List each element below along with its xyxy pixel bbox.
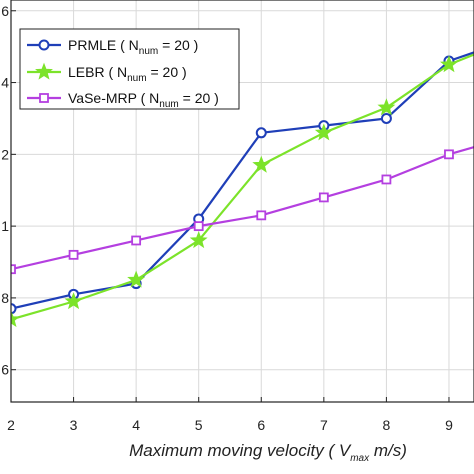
data-point — [68, 249, 79, 260]
legend: PRMLE ( Nnum = 20 )LEBR ( Nnum = 20 )VaS… — [19, 28, 240, 110]
y-tick-label: 1.2 — [0, 146, 9, 162]
data-point — [189, 231, 208, 249]
x-tick-label: 2 — [7, 417, 15, 433]
y-tick-label: .8 — [0, 290, 9, 306]
legend-label-sub: num — [127, 73, 146, 84]
x-tick-label: 5 — [195, 417, 203, 433]
data-point — [256, 210, 267, 221]
legend-entry: VaSe-MRP ( Nnum = 20 ) — [27, 90, 219, 110]
axis-ticks: 2 3 4 5 6 7 8 9 .6 .8 1 1.2 1.4 1.6 — [0, 3, 453, 433]
series-star — [11, 53, 474, 328]
legend-marker — [39, 93, 49, 103]
data-point — [381, 174, 392, 185]
legend-label-suffix: = 20 ) — [179, 90, 219, 106]
legend-entry: PRMLE ( Nnum = 20 ) — [27, 37, 198, 57]
x-tick-label: 4 — [132, 417, 140, 433]
legend-label-suffix: = 20 ) — [158, 37, 198, 53]
data-point — [11, 303, 17, 315]
y-tick-label: .6 — [0, 362, 9, 378]
legend-label-sub: num — [159, 99, 178, 110]
x-tick-label: 3 — [70, 417, 78, 433]
legend-label: LEBR ( Nnum = 20 ) — [68, 64, 187, 84]
plot-frame — [10, 0, 474, 403]
y-tick-label: 1.6 — [0, 3, 9, 19]
legend-entry: LEBR ( Nnum = 20 ) — [27, 62, 187, 84]
data-point — [131, 235, 142, 246]
x-tick-label: 7 — [320, 417, 328, 433]
x-axis-label-sub: max — [350, 453, 370, 464]
y-tick-label: 1.4 — [0, 75, 9, 91]
series-layer — [11, 51, 474, 328]
data-point — [64, 292, 83, 310]
data-point — [11, 264, 16, 275]
data-point — [127, 270, 146, 288]
series-line — [11, 146, 474, 271]
legend-box — [19, 28, 240, 110]
data-point — [380, 112, 392, 124]
legend-marker — [38, 39, 50, 51]
x-tick-label: 9 — [445, 417, 453, 433]
legend-label-main: PRMLE ( N — [68, 37, 139, 53]
y-tick-label: 1 — [1, 218, 9, 234]
x-tick-label: 8 — [383, 417, 391, 433]
legend-label-main: LEBR ( N — [68, 64, 127, 80]
x-axis-label-suffix: m/s) — [369, 441, 407, 460]
x-tick-label: 6 — [257, 417, 265, 433]
data-point — [193, 221, 204, 232]
x-axis-label-prefix: Maximum moving velocity ( V — [129, 441, 352, 460]
legend-label-main: VaSe-MRP ( N — [68, 90, 159, 106]
data-point — [255, 127, 267, 139]
x-axis-label: Maximum moving velocity ( Vmax m/s) — [129, 441, 407, 464]
legend-label: PRMLE ( Nnum = 20 ) — [68, 37, 198, 57]
series-square — [11, 146, 474, 275]
data-point — [318, 192, 329, 203]
data-point — [444, 149, 454, 160]
legend-label-sub: num — [139, 46, 158, 57]
legend-marker — [35, 62, 53, 80]
data-point — [11, 310, 20, 328]
data-point — [377, 98, 396, 116]
data-point — [440, 55, 458, 73]
legend-label: VaSe-MRP ( Nnum = 20 ) — [68, 90, 219, 110]
legend-label-suffix: = 20 ) — [147, 64, 187, 80]
data-point — [314, 123, 333, 141]
data-point — [252, 155, 271, 173]
